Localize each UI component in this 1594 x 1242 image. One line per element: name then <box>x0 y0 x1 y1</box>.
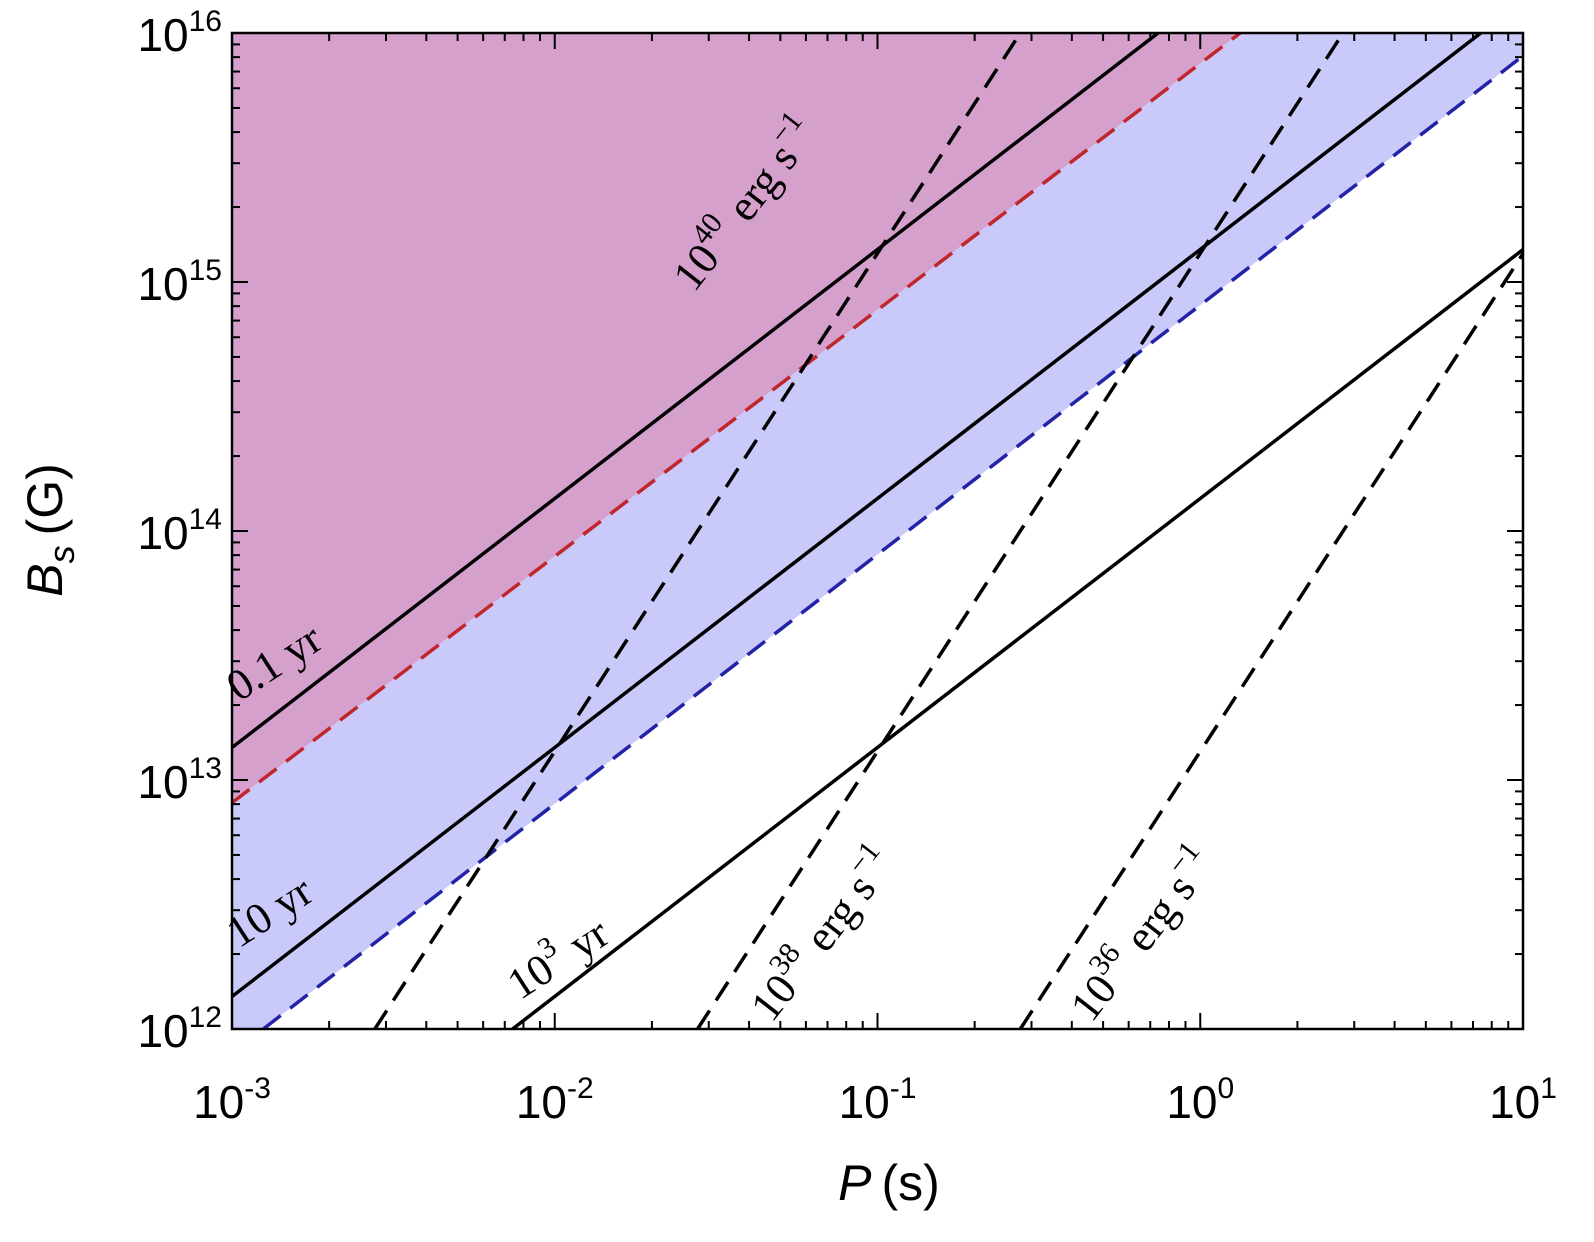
dashed-line-4 <box>262 54 1523 1029</box>
solid-line-0 <box>232 33 1160 749</box>
dashed-line-3 <box>232 33 1242 805</box>
y-axis-title: Bs(G) <box>17 463 82 597</box>
y-tick-labels: 1012 1013 1014 1015 1016 <box>137 5 222 1057</box>
y-tick-label: 1016 <box>137 5 222 61</box>
x-axis-title: P (s) <box>838 1155 940 1211</box>
x-tick-label: 10-2 <box>516 1072 594 1128</box>
y-tick-label: 1015 <box>137 254 222 310</box>
axis-ticks <box>231 32 1524 1030</box>
dashed-line-6 <box>696 33 1345 1029</box>
shaded-regions <box>232 33 1523 1029</box>
label-1e3-yr: 103yr <box>495 902 618 1009</box>
solid-line-2 <box>511 248 1523 1029</box>
middle-region <box>232 33 1523 1029</box>
x-tick-label: 10-1 <box>839 1072 917 1128</box>
x-tick-labels: 10-3 10-2 10-1 100 101 <box>193 1072 1557 1128</box>
x-tick-label: 100 <box>1166 1072 1234 1128</box>
y-tick-label: 1012 <box>137 1001 222 1057</box>
x-tick-label: 101 <box>1489 1072 1557 1128</box>
solid-line-1 <box>232 33 1482 998</box>
y-tick-label: 1014 <box>137 503 222 559</box>
dashed-line-7 <box>1018 252 1523 1029</box>
curves <box>232 33 1523 1029</box>
dashed-line-5 <box>373 33 1022 1029</box>
label-1e36: 1036erg s−1 <box>1055 835 1224 1030</box>
y-tick-label: 1013 <box>137 752 222 808</box>
x-tick-label: 10-3 <box>193 1072 271 1128</box>
